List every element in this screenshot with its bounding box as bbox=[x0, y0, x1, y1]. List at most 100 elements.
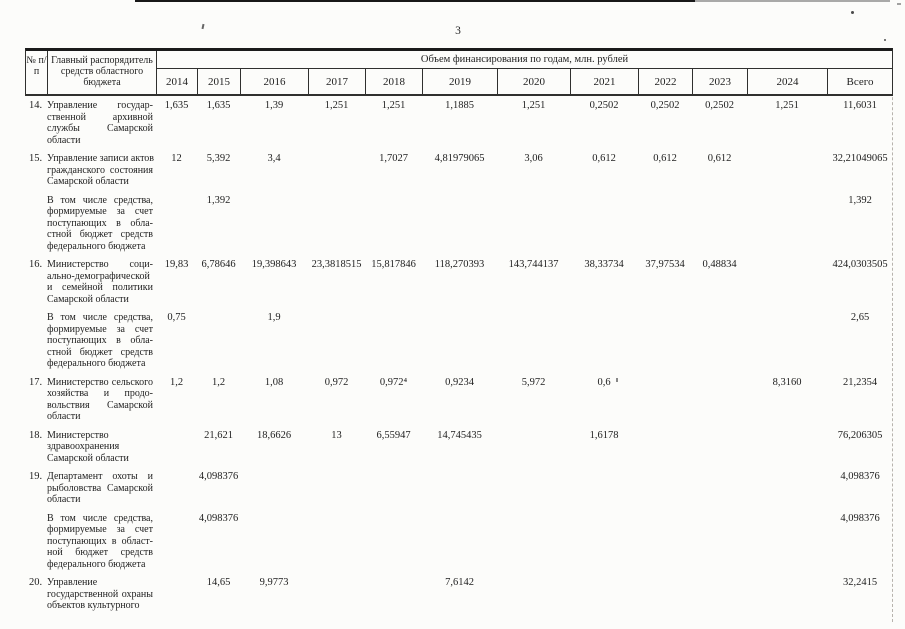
header-years-block: Объем финансирования по годам, млн. рубл… bbox=[157, 51, 892, 94]
row-name-line: области bbox=[47, 134, 81, 146]
value-cell: 1,08 bbox=[264, 376, 284, 388]
total-value-cell: 2,65 bbox=[850, 312, 870, 323]
row-name-line: поступающих в обла- bbox=[47, 217, 153, 229]
row-name-line: здравоохранения bbox=[47, 441, 120, 452]
row-number: 18. bbox=[29, 429, 43, 441]
scan-artifact-top-line bbox=[135, 0, 695, 2]
year-header-2022: 2022 bbox=[639, 69, 693, 94]
row-name-line: Самарской области bbox=[47, 452, 129, 464]
value-cell: 18,6626 bbox=[256, 429, 292, 441]
value-cell: 14,745435 bbox=[437, 429, 482, 441]
table-subrow: В том числе средства, формируемые за счет… bbox=[25, 195, 893, 253]
value-cell: 1,6178 bbox=[589, 429, 619, 441]
year-header-2017: 2017 bbox=[309, 69, 366, 94]
row-name-line: и семейной политики bbox=[47, 282, 153, 293]
row-name-line: формируемые за счет bbox=[47, 323, 153, 335]
value-cell: 1,2 bbox=[211, 376, 226, 388]
table-row: 20. Управление государственной охраны объек… bbox=[25, 577, 893, 612]
value-cell: 0,2502 bbox=[589, 100, 619, 111]
table-row: 17. Министерство сельского хозяйства и про… bbox=[25, 377, 893, 423]
row-name-line: Самарской области bbox=[47, 293, 129, 305]
row-name-line: Департамент охоты и bbox=[47, 471, 153, 482]
value-cell: 37,97534 bbox=[645, 259, 685, 270]
value-cell: 0,2502 bbox=[650, 100, 680, 111]
row-name-line: хозяйства и продо- bbox=[47, 388, 153, 399]
year-row: 2014 2015 2016 2017 2018 2019 2020 2021 2022 2023… bbox=[157, 69, 892, 94]
row-number: 16. bbox=[29, 259, 43, 270]
value-cell: 1,9 bbox=[267, 312, 281, 323]
scan-artifact-speck bbox=[897, 3, 901, 5]
row-name: Управление государственной охраны объектов… bbox=[47, 577, 156, 612]
row-name-line: федерального бюджета bbox=[47, 358, 146, 369]
row-name-line: Управление записи актов bbox=[47, 153, 155, 164]
page-number: 3 bbox=[455, 25, 461, 37]
scan-artifact-top-line-faint bbox=[695, 0, 890, 2]
year-header-2023: 2023 bbox=[693, 69, 748, 94]
year-header-2024: 2024 bbox=[748, 69, 828, 94]
value-cell: 3,4 bbox=[267, 153, 281, 164]
year-header-2021: 2021 bbox=[571, 69, 639, 94]
value-cell: 0,48834 bbox=[702, 259, 737, 270]
row-name-line: Управление государ- bbox=[47, 100, 153, 111]
row-number: 17. bbox=[29, 376, 43, 388]
value-cell: 4,81979065 bbox=[434, 153, 485, 164]
row-name-line: государственной охраны bbox=[47, 588, 153, 600]
total-value-cell: 11,6031 bbox=[843, 100, 877, 111]
year-header-2015: 2015 bbox=[198, 69, 241, 94]
total-value-cell: 32,21049065 bbox=[832, 153, 888, 164]
value-cell: 4,098376 bbox=[198, 512, 239, 524]
value-cell: 1,1885 bbox=[445, 100, 474, 111]
scan-artifact-tick bbox=[616, 378, 618, 382]
value-cell: 6,55947 bbox=[376, 429, 411, 441]
header-col-name: Главный распорядитель средств областного… bbox=[48, 51, 157, 94]
value-cell: 8,3160 bbox=[772, 376, 802, 388]
row-name-line: поступающих в обла- bbox=[47, 335, 153, 346]
value-cell: 9,9773 bbox=[259, 577, 289, 588]
value-cell: 19,83 bbox=[164, 259, 189, 270]
total-header: Всего bbox=[846, 75, 874, 88]
row-name-line: формируемые за счет bbox=[47, 206, 153, 217]
row-name-line: ной бюджет средств bbox=[47, 547, 153, 558]
row-name-line: В том числе средства, bbox=[47, 512, 153, 524]
row-name-line: федерального бюджета bbox=[47, 558, 146, 570]
value-cell: 1,251 bbox=[775, 100, 799, 111]
value-cell: 14,65 bbox=[206, 577, 231, 588]
row-name: В том числе средства, формируемые за счет… bbox=[47, 513, 156, 571]
value-cell: 5,392 bbox=[206, 153, 231, 164]
value-cell: 21,621 bbox=[204, 429, 233, 441]
year-header-2014: 2014 bbox=[157, 69, 198, 94]
row-name: В том числе средства, формируемые за счет… bbox=[47, 195, 156, 253]
value-cell: 0,9234 bbox=[445, 376, 474, 388]
value-cell: 0,75 bbox=[167, 312, 186, 323]
row-name-line: вольствия Самарской bbox=[47, 399, 153, 411]
value-cell: 4,098376 bbox=[198, 471, 239, 482]
year-header-2019: 2019 bbox=[423, 69, 498, 94]
value-cell: 23,3818515 bbox=[311, 259, 362, 270]
value-cell: 1,2 bbox=[169, 376, 184, 388]
row-name-line: Министерство сельского bbox=[47, 376, 153, 388]
table-header: № п/п Главный распорядитель средств обла… bbox=[25, 48, 893, 96]
value-cell: 5,972 bbox=[521, 376, 546, 388]
value-cell: 0,972 bbox=[324, 376, 349, 388]
value-cell: 7,6142 bbox=[445, 577, 474, 588]
header-span-title: Объем финансирования по годам, млн. рубл… bbox=[157, 51, 892, 69]
row-number: 19. bbox=[29, 471, 43, 482]
row-name-line: стной бюджет средств bbox=[47, 229, 153, 240]
value-cell: 1,7027 bbox=[379, 153, 408, 164]
value-cell: 12 bbox=[171, 153, 182, 164]
value-cell: 143,744137 bbox=[508, 259, 559, 270]
row-number: 14. bbox=[29, 100, 43, 111]
year-header-2016: 2016 bbox=[241, 69, 309, 94]
value-cell: 3,06 bbox=[524, 153, 543, 164]
table-subrow: В том числе средства, формируемые за счет… bbox=[25, 513, 893, 571]
value-cell: 1,251 bbox=[324, 100, 349, 111]
total-value-cell: 4,098376 bbox=[840, 471, 880, 482]
value-cell: 38,33734 bbox=[584, 259, 624, 270]
row-number: 20. bbox=[29, 577, 43, 588]
row-name: В том числе средства, формируемые за счет… bbox=[47, 312, 156, 370]
row-name-line: стной бюджет средств bbox=[47, 346, 153, 358]
row-name: Министерство сельского хозяйства и продо-… bbox=[47, 377, 156, 423]
row-name-line: Самарской области bbox=[47, 176, 129, 187]
scan-artifact-dot bbox=[851, 11, 854, 14]
row-name: Управление записи актов гражданского сост… bbox=[47, 153, 156, 188]
